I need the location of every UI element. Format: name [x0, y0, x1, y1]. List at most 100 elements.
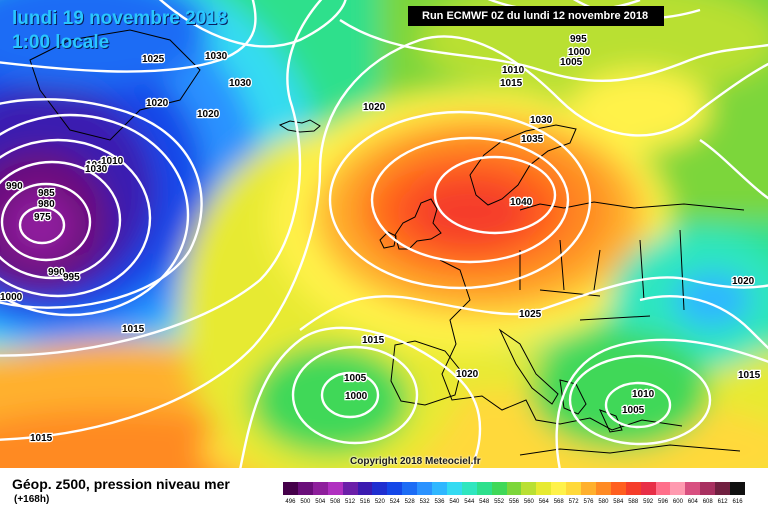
scale-swatch [566, 482, 582, 495]
scale-swatch [387, 482, 403, 495]
scale-label: 504 [315, 499, 326, 505]
scale-swatch [551, 482, 567, 495]
scale-label: 516 [359, 499, 370, 505]
scale-swatch [640, 482, 657, 495]
scale-swatch [625, 482, 642, 495]
scale-swatch [476, 482, 493, 495]
isobar-label: 1020 [456, 369, 479, 380]
weather-map: 1025 1030 1030 995 1000 1005 1010 1015 1… [0, 0, 768, 468]
scale-label: 568 [553, 499, 564, 505]
scale-label: 544 [464, 499, 475, 505]
isobar-label: 1020 [732, 276, 755, 287]
scale-swatch [327, 482, 344, 495]
scale-swatch [670, 482, 686, 495]
isobar-label: 1015 [30, 433, 53, 444]
scale-swatch [357, 482, 373, 495]
scale-label: 524 [389, 499, 400, 505]
isobar-label: 1015 [500, 78, 523, 89]
scale-label: 500 [300, 499, 311, 505]
isobar-label: 1030 [530, 115, 553, 126]
model-run-info: Run ECMWF 0Z du lundi 12 novembre 2018 [408, 6, 664, 26]
isobar-label: 975 [34, 212, 51, 223]
scale-swatch [521, 482, 537, 495]
isobar-label: 1010 [101, 156, 124, 167]
isobar-label: 995 [570, 34, 587, 45]
scale-swatch [312, 482, 329, 495]
scale-label: 592 [643, 499, 654, 505]
scale-swatch [402, 482, 418, 495]
scale-label: 576 [583, 499, 594, 505]
isobar-label: 1000 [0, 292, 23, 303]
pressure-labels: 1025 1030 1030 995 1000 1005 1010 1015 1… [0, 33, 762, 446]
scale-swatch [506, 482, 522, 495]
scale-label: 588 [628, 499, 639, 505]
scale-swatch [730, 482, 746, 495]
scale-swatch [342, 482, 358, 495]
isobar-label: 1000 [568, 47, 591, 58]
isobar-label: 1000 [345, 391, 368, 402]
isobar-label: 1025 [142, 54, 165, 65]
isobar-label: 990 [6, 181, 23, 192]
isobar-label: 1040 [510, 197, 533, 208]
scale-swatch [491, 482, 508, 495]
copyright-notice: Copyright 2018 Meteociel.fr [350, 456, 481, 467]
coastlines [29, 29, 745, 456]
isobar-label: 1020 [146, 98, 169, 109]
legend-footer: Géop. z500, pression niveau mer (+168h) … [0, 468, 768, 512]
scale-swatch [446, 482, 463, 495]
scale-label: 508 [330, 499, 341, 505]
scale-swatch [700, 482, 716, 495]
scale-swatch [595, 482, 612, 495]
color-scale: 496 500 504 508 512 516 520 524 528 532 536 540 544 5… [283, 482, 746, 510]
isobar-label: 995 [63, 272, 80, 283]
isobar-label: 1030 [229, 78, 252, 89]
isobar-label: 1005 [344, 373, 367, 384]
isobar-label: 1005 [560, 57, 583, 68]
forecast-lead-time: (+168h) [14, 494, 50, 505]
scale-label: 580 [598, 499, 609, 505]
isobar-label: 1035 [521, 134, 544, 145]
scale-label: 612 [717, 499, 728, 505]
isobar-label: 1015 [362, 335, 385, 346]
isobar-label: 1020 [363, 102, 386, 113]
isobar-label: 1020 [197, 109, 220, 120]
scale-label: 584 [613, 499, 624, 505]
scale-label: 548 [479, 499, 490, 505]
scale-label: 572 [568, 499, 579, 505]
scale-label: 532 [419, 499, 430, 505]
scale-label: 512 [345, 499, 356, 505]
scale-swatch [461, 482, 478, 495]
scale-swatch [283, 482, 299, 495]
isobars [0, 0, 768, 468]
isobar-label: 1015 [122, 324, 145, 335]
scale-label: 556 [508, 499, 519, 505]
scale-label: 528 [404, 499, 415, 505]
isobar-label: 1025 [519, 309, 542, 320]
scale-swatch [297, 482, 314, 495]
isobar-label: 1030 [205, 51, 228, 62]
isobar-label: 1010 [86, 160, 109, 171]
scale-swatch [685, 482, 701, 495]
scale-label: 540 [449, 499, 460, 505]
scale-swatch [432, 482, 448, 495]
isobar-label: 980 [38, 199, 55, 210]
scale-swatch [417, 482, 433, 495]
scale-label: 600 [672, 499, 683, 505]
isobar-label: 1005 [622, 405, 645, 416]
scale-label: 520 [374, 499, 385, 505]
scale-swatch [372, 482, 388, 495]
isobar-label: 1010 [502, 65, 525, 76]
isobar-label: 1030 [85, 164, 108, 175]
scale-label: 552 [494, 499, 505, 505]
isobar-label: 985 [38, 188, 55, 199]
scale-label: 608 [702, 499, 713, 505]
forecast-time: 1:00 locale [12, 32, 110, 53]
scale-label: 604 [687, 499, 698, 505]
scale-label: 536 [434, 499, 445, 505]
scale-label: 560 [523, 499, 534, 505]
scale-swatch [715, 482, 731, 495]
scale-label: 496 [285, 499, 296, 505]
scale-label: 564 [538, 499, 549, 505]
isobar-label: 990 [48, 267, 65, 278]
scale-label: 596 [658, 499, 669, 505]
